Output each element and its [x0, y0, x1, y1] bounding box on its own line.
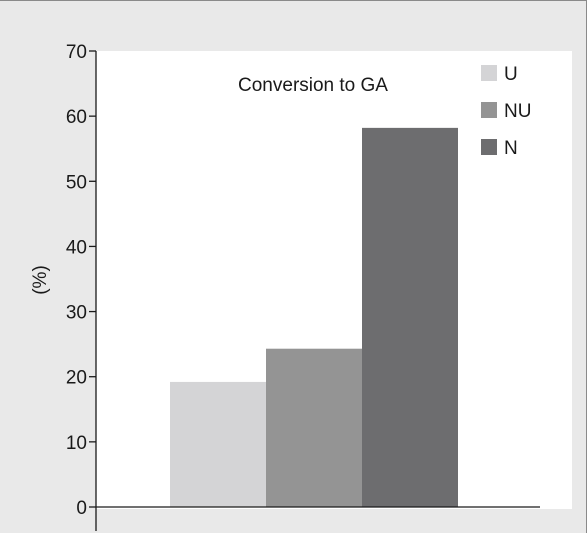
y-axis-label: (%) — [30, 265, 51, 295]
bar-n — [362, 127, 458, 508]
legend-swatch-u — [481, 65, 497, 81]
legend-swatch-nu — [481, 102, 497, 118]
legend-swatch-n — [481, 139, 497, 155]
y-tick-label: 20 — [66, 368, 87, 389]
bar-u — [170, 381, 266, 507]
y-tick-label: 30 — [66, 303, 87, 324]
y-tick-label: 70 — [66, 42, 87, 63]
y-tick-label: 10 — [66, 433, 87, 454]
chart-title: Conversion to GA — [238, 75, 388, 96]
y-tick-label: 50 — [66, 172, 87, 193]
legend-label-nu: NU — [504, 101, 531, 122]
bar-nu — [266, 348, 362, 507]
legend-label-n: N — [504, 138, 518, 159]
y-tick-label: 60 — [66, 107, 87, 128]
y-tick-label: 0 — [76, 498, 87, 519]
legend-label-u: U — [504, 64, 518, 85]
y-tick-label: 40 — [66, 237, 87, 258]
